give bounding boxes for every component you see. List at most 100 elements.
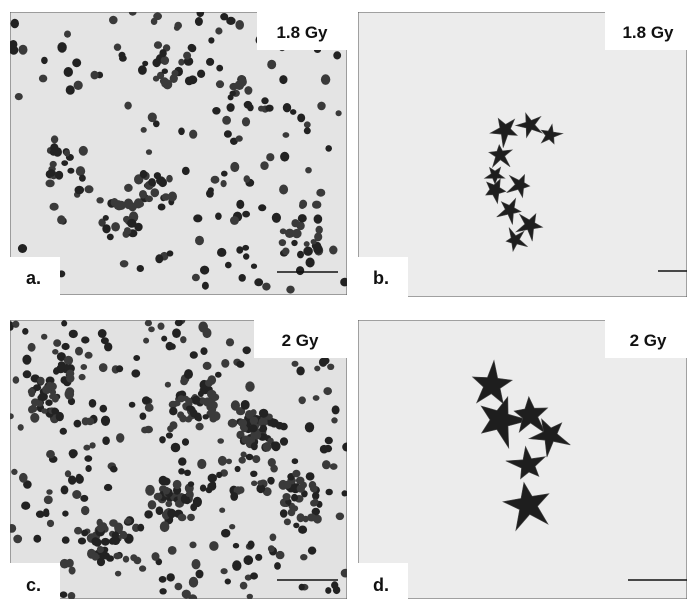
nanoparticle [253,431,262,439]
nanoparticle [258,204,266,211]
nanoparticle [97,524,105,533]
nanoparticle [29,405,37,413]
nanoparticle [144,510,153,518]
nanoparticle [188,481,194,487]
nanoparticle [166,432,173,438]
nanoparticle [101,538,110,546]
nanoparticle [144,426,153,434]
nanoparticle [50,143,58,152]
nanoparticle [341,569,350,578]
nanoparticle [284,519,291,526]
nanoparticle [180,336,186,343]
nanoparticle [340,278,349,287]
nanoparticle [193,214,202,222]
nanoparticle [283,132,290,138]
nanoparticle [51,408,57,415]
nanoparticle [200,347,207,355]
nanoparticle [115,571,121,577]
nanoparticle [178,514,187,521]
nanoparticle [72,490,81,499]
dose-label: 2 Gy [630,331,667,350]
nanoparticle [297,251,304,259]
nanoparticle [85,352,93,359]
nanoparticle [299,584,305,591]
nanoparticle [140,413,147,420]
nanoparticle [67,168,74,174]
dose-label: 2 Gy [282,331,319,350]
nanoparticle [230,492,238,501]
nanoparticle [304,241,310,247]
panel-letter: b. [373,268,389,288]
nanoparticle [342,490,348,496]
nanoparticle [45,399,52,406]
nanoparticle [158,178,167,187]
nanoparticle [259,409,268,418]
nanoparticle [158,323,165,330]
nanoparticle [169,343,175,349]
nanoparticle [263,442,272,452]
nanoparticle [342,443,351,452]
panel-d [358,320,687,599]
nanoparticle [86,418,94,426]
panel-b [358,12,687,297]
nanoparticle [61,485,69,494]
nanoparticle [189,577,198,588]
nanoparticle [81,506,89,515]
nanoparticle [180,378,188,386]
nanoparticle [60,559,69,569]
nanoparticle [196,423,204,431]
nanoparticle [247,104,254,111]
nanoparticle [169,407,177,415]
nanoparticle [280,509,288,518]
nanoparticle [60,428,67,435]
nanoparticle [310,485,318,492]
nanoparticle [206,58,214,66]
nanoparticle [292,229,302,238]
nanoparticle [60,591,68,598]
nanoparticle [120,531,127,539]
nanoparticle [232,560,241,571]
nanoparticle [297,114,305,123]
nanoparticle [250,471,257,477]
nanoparticle [33,535,41,543]
nanoparticle [41,408,47,414]
nanoparticle [218,456,227,466]
nanoparticle [47,520,54,527]
nanoparticle [28,343,36,352]
nanoparticle [64,356,73,365]
nanoparticle [317,102,325,111]
nanoparticle [225,579,231,585]
nanoparticle [237,486,244,494]
nanoparticle [62,343,70,350]
nanoparticle [78,538,86,545]
nanoparticle [197,459,206,469]
nanoparticle [189,130,197,139]
nanoparticle [279,239,286,246]
nanoparticle [279,185,288,195]
nanoparticle [159,476,168,486]
nanoparticle [129,402,136,408]
nanoparticle [244,86,252,95]
nanoparticle [133,355,140,361]
nanoparticle [255,554,262,561]
nanoparticle [238,77,247,87]
nanoparticle [64,150,70,157]
nanoparticle [41,57,48,64]
nanoparticle [62,536,70,543]
nanoparticle [332,405,340,414]
nanoparticle [174,25,180,31]
nanoparticle [81,530,88,537]
nanoparticle [233,543,239,549]
nanoparticle [127,219,136,228]
nanoparticle [316,189,325,197]
nanoparticle [279,75,287,84]
nanoparticle [251,264,257,269]
nanoparticle [252,455,260,463]
nanoparticle [311,239,317,244]
nanoparticle [196,570,204,579]
nanoparticle [80,495,88,502]
nanoparticle [124,102,131,110]
nanoparticle [331,581,338,589]
nanoparticle [259,425,267,433]
nanoparticle [236,200,244,209]
